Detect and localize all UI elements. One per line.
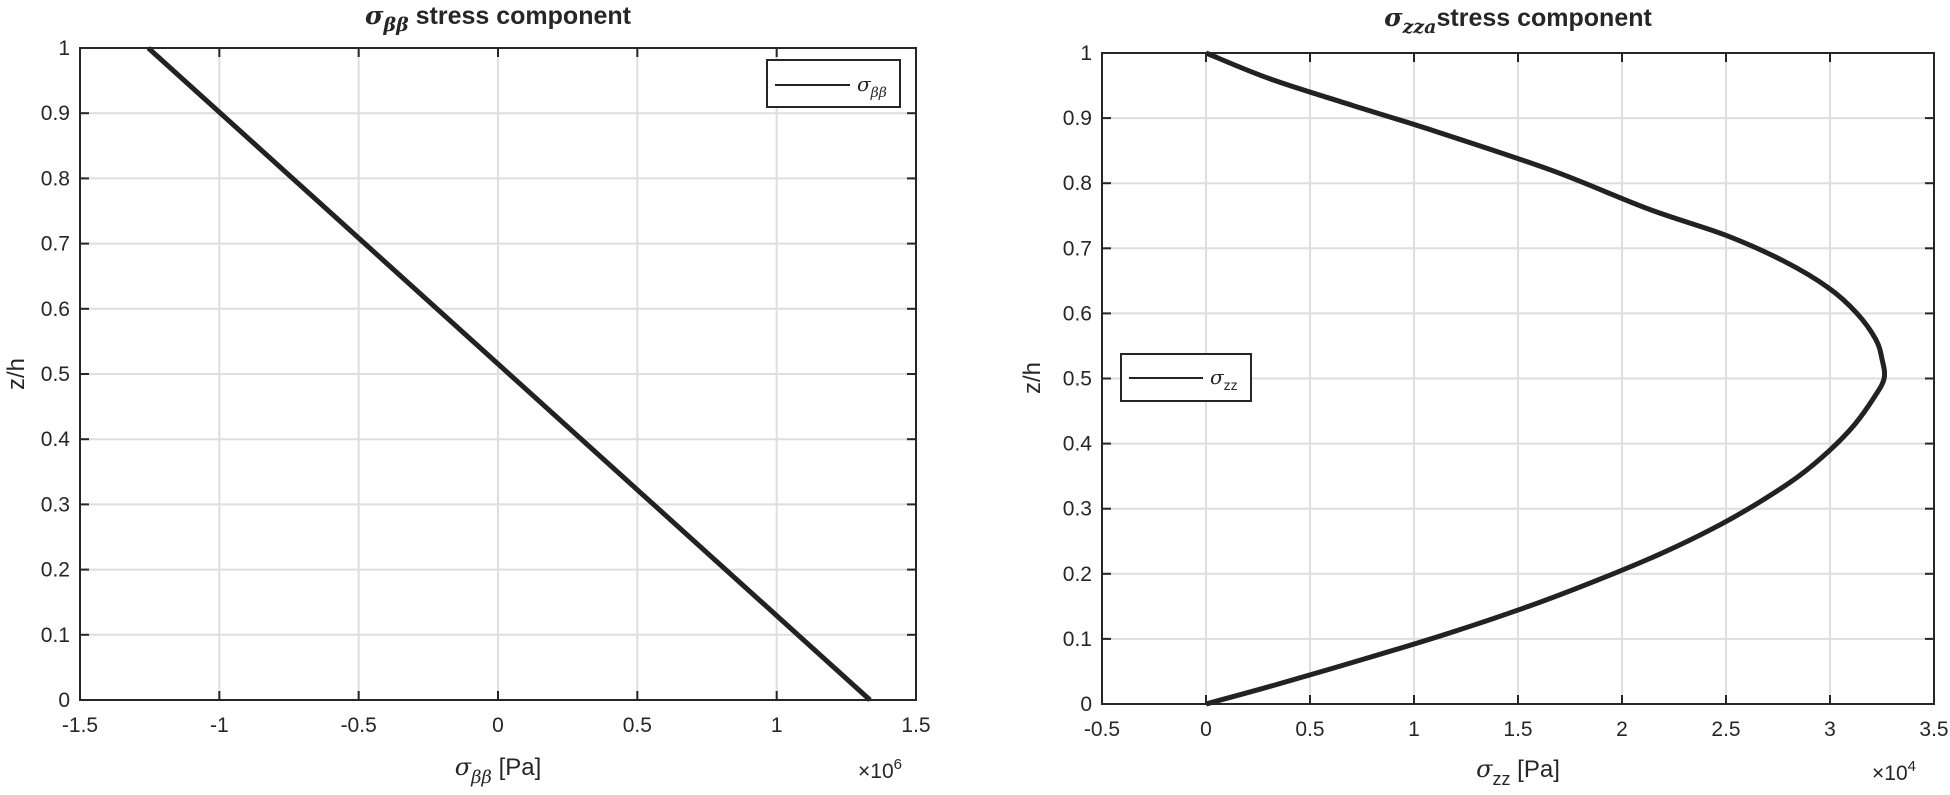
legend-symbol: σ (857, 72, 872, 96)
chart-right: -0.5 0 0.5 1 1.5 2 2.5 3 3.5 00.10.20.30.40.50.6… (1019, 3, 1949, 789)
y-tick-label: 0.2 (1063, 563, 1092, 586)
series-right (1205, 50, 1888, 707)
y-tick-label: 0.5 (1063, 368, 1092, 391)
title-text: stress component (409, 2, 632, 30)
x-tick-label: 1 (1408, 718, 1420, 741)
xlabel-symbol: σ (1476, 755, 1493, 783)
y-tick-labels-right: 0 0.1 0.2 0.3 0.4 0.5 0.6 0.7 0.8 0.9 1 (1063, 42, 1093, 716)
title-subscript: ββ (382, 14, 409, 36)
ticks-right (1101, 52, 1935, 705)
x-tick-label: 0 (492, 714, 504, 737)
chart-title-left: σββ stress component (365, 1, 632, 36)
x-axis-label-left: σββ [Pa] (455, 753, 542, 788)
y-tick-label: 0.1 (1063, 628, 1092, 651)
x-exponent-left: ×106 (858, 756, 902, 783)
y-tick-label: 0.3 (41, 493, 70, 516)
y-tick-label: 0.7 (1063, 237, 1092, 260)
y-tick-label: 0 (1080, 693, 1092, 716)
x-tick-label: 2.5 (1711, 718, 1740, 741)
y-tick-label: 0.4 (41, 428, 71, 451)
x-exponent-power: 6 (894, 756, 902, 773)
x-tick-label: -0.5 (341, 714, 377, 737)
y-tick-label: 0.9 (1063, 107, 1092, 130)
chart-title-right: σzzastress component (1384, 3, 1652, 38)
legend-subscript: zz (1224, 377, 1238, 393)
y-tick-label: 0.5 (41, 363, 70, 386)
x-tick-label: -0.5 (1084, 718, 1120, 741)
x-tick-labels-right: -0.5 0 0.5 1 1.5 2 2.5 3 3.5 (1084, 718, 1949, 741)
x-tick-label: -1.5 (62, 714, 98, 737)
x-tick-label: 1 (771, 714, 783, 737)
x-tick-label: 1.5 (1503, 718, 1532, 741)
y-axis-label-left: z/h (3, 358, 30, 390)
x-tick-label: -1 (210, 714, 229, 737)
x-tick-label: 3 (1824, 718, 1836, 741)
legend-box-left (766, 59, 901, 108)
x-exponent-right: ×104 (1872, 758, 1916, 785)
series-line (146, 46, 872, 702)
y-tick-label: 0.4 (1063, 433, 1093, 456)
y-axis-label-right: z/h (1019, 362, 1046, 394)
title-symbol: σ (1384, 3, 1403, 32)
x-tick-label: 1.5 (901, 714, 930, 737)
x-exponent-base: ×10 (858, 760, 894, 783)
y-tick-label: 0.8 (41, 167, 70, 190)
y-tick-label: 0.3 (1063, 498, 1092, 521)
y-tick-label: 0.7 (41, 233, 70, 256)
x-tick-label: 0.5 (623, 714, 652, 737)
title-text: stress component (1436, 4, 1652, 32)
x-tick-label: 3.5 (1919, 718, 1948, 741)
legend-label-right: σzz (1210, 365, 1238, 393)
y-tick-label: 0.1 (41, 624, 70, 647)
y-tick-labels-left: 0 0.1 0.2 0.3 0.4 0.5 0.6 0.7 0.8 0.9 1 (41, 37, 71, 712)
y-tick-label: 0.9 (41, 102, 70, 125)
series-left (146, 46, 872, 702)
xlabel-text: [Pa] (492, 754, 541, 781)
xlabel-subscript: ββ (470, 767, 492, 788)
x-axis-label-right: σzz [Pa] (1476, 755, 1560, 789)
legend-label-left: σββ (857, 72, 887, 101)
x-tick-label: 0.5 (1295, 718, 1324, 741)
x-exponent-power: 4 (1908, 758, 1916, 775)
x-tick-labels-left: -1.5 -1 -0.5 0 0.5 1 1.5 (62, 714, 931, 737)
xlabel-subscript: zz (1493, 769, 1511, 789)
x-tick-label: 2 (1616, 718, 1628, 741)
legend-right: σzz (1120, 353, 1252, 402)
ticks-left (79, 47, 917, 701)
xlabel-text: [Pa] (1511, 756, 1560, 783)
y-tick-label: 0.2 (41, 559, 70, 582)
chart-left: -1.5 -1 -0.5 0 0.5 1 1.5 0 0.1 0.2 0.3 0.4 0.5 0.6 0.… (3, 1, 931, 788)
y-tick-label: 0 (58, 689, 70, 712)
y-tick-label: 1 (1080, 42, 1092, 65)
title-subscript: zza (1402, 16, 1437, 38)
x-exponent-base: ×10 (1872, 762, 1908, 785)
y-tick-label: 0.8 (1063, 172, 1092, 195)
legend-symbol: σ (1210, 365, 1225, 389)
y-tick-label: 1 (58, 37, 70, 60)
y-tick-label: 0.6 (41, 298, 70, 321)
xlabel-symbol: σ (455, 753, 472, 781)
series-line (1205, 50, 1888, 707)
y-tick-label: 0.6 (1063, 302, 1092, 325)
legend-left: σββ (766, 59, 901, 108)
legend-subscript: ββ (870, 85, 887, 101)
title-symbol: σ (365, 1, 384, 30)
x-tick-label: 0 (1200, 718, 1212, 741)
